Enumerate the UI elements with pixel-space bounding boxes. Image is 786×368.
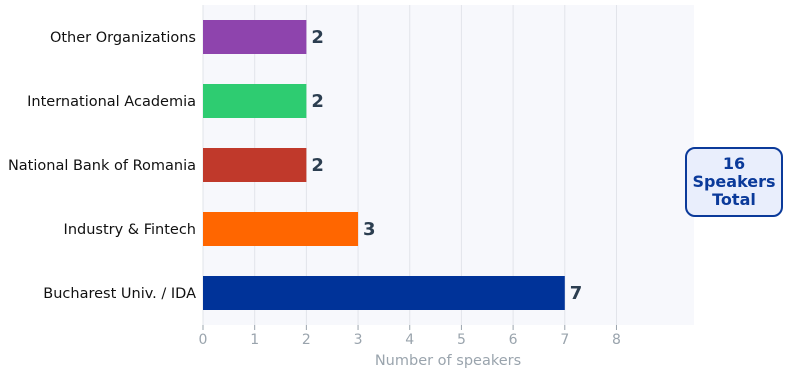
category-label-1: Industry & Fintech: [64, 222, 196, 238]
x-tick-label-4: 4: [405, 332, 414, 348]
bar-3: [203, 84, 307, 118]
category-label-3: International Academia: [27, 94, 196, 110]
x-tick-label-2: 2: [302, 332, 311, 348]
total-count: 16: [722, 154, 746, 173]
category-labels: Bucharest Univ. / IDA Industry & Fintech N…: [8, 30, 196, 302]
value-label-1: 3: [363, 219, 376, 240]
x-axis-title: Number of speakers: [375, 353, 521, 368]
total-label-total: Total: [712, 190, 756, 209]
bar-1: [203, 212, 359, 246]
x-tick-label-5: 5: [457, 332, 466, 348]
x-tick-label-3: 3: [354, 332, 363, 348]
total-speakers-callout: 16 Speakers Total: [685, 147, 783, 217]
x-tick-label-6: 6: [509, 332, 518, 348]
value-label-4: 2: [311, 27, 324, 48]
x-tick-label-1: 1: [250, 332, 259, 348]
x-tick-label-0: 0: [199, 332, 208, 348]
bars: [203, 20, 565, 310]
value-label-3: 2: [311, 91, 324, 112]
value-labels: 7 3 2 2 2: [311, 27, 582, 304]
category-label-4: Other Organizations: [50, 30, 196, 46]
bar-2: [203, 148, 307, 182]
x-tick-label-8: 8: [612, 332, 621, 348]
x-ticks: 0 1 2 3 4 5 6 7 8: [199, 325, 621, 348]
bar-0: [203, 276, 565, 310]
value-label-2: 2: [311, 155, 324, 176]
x-tick-label-7: 7: [560, 332, 569, 348]
value-label-0: 7: [570, 283, 583, 304]
bar-4: [203, 20, 307, 54]
category-label-2: National Bank of Romania: [8, 158, 196, 174]
category-label-0: Bucharest Univ. / IDA: [43, 286, 196, 302]
total-label-speakers: Speakers: [692, 172, 776, 191]
